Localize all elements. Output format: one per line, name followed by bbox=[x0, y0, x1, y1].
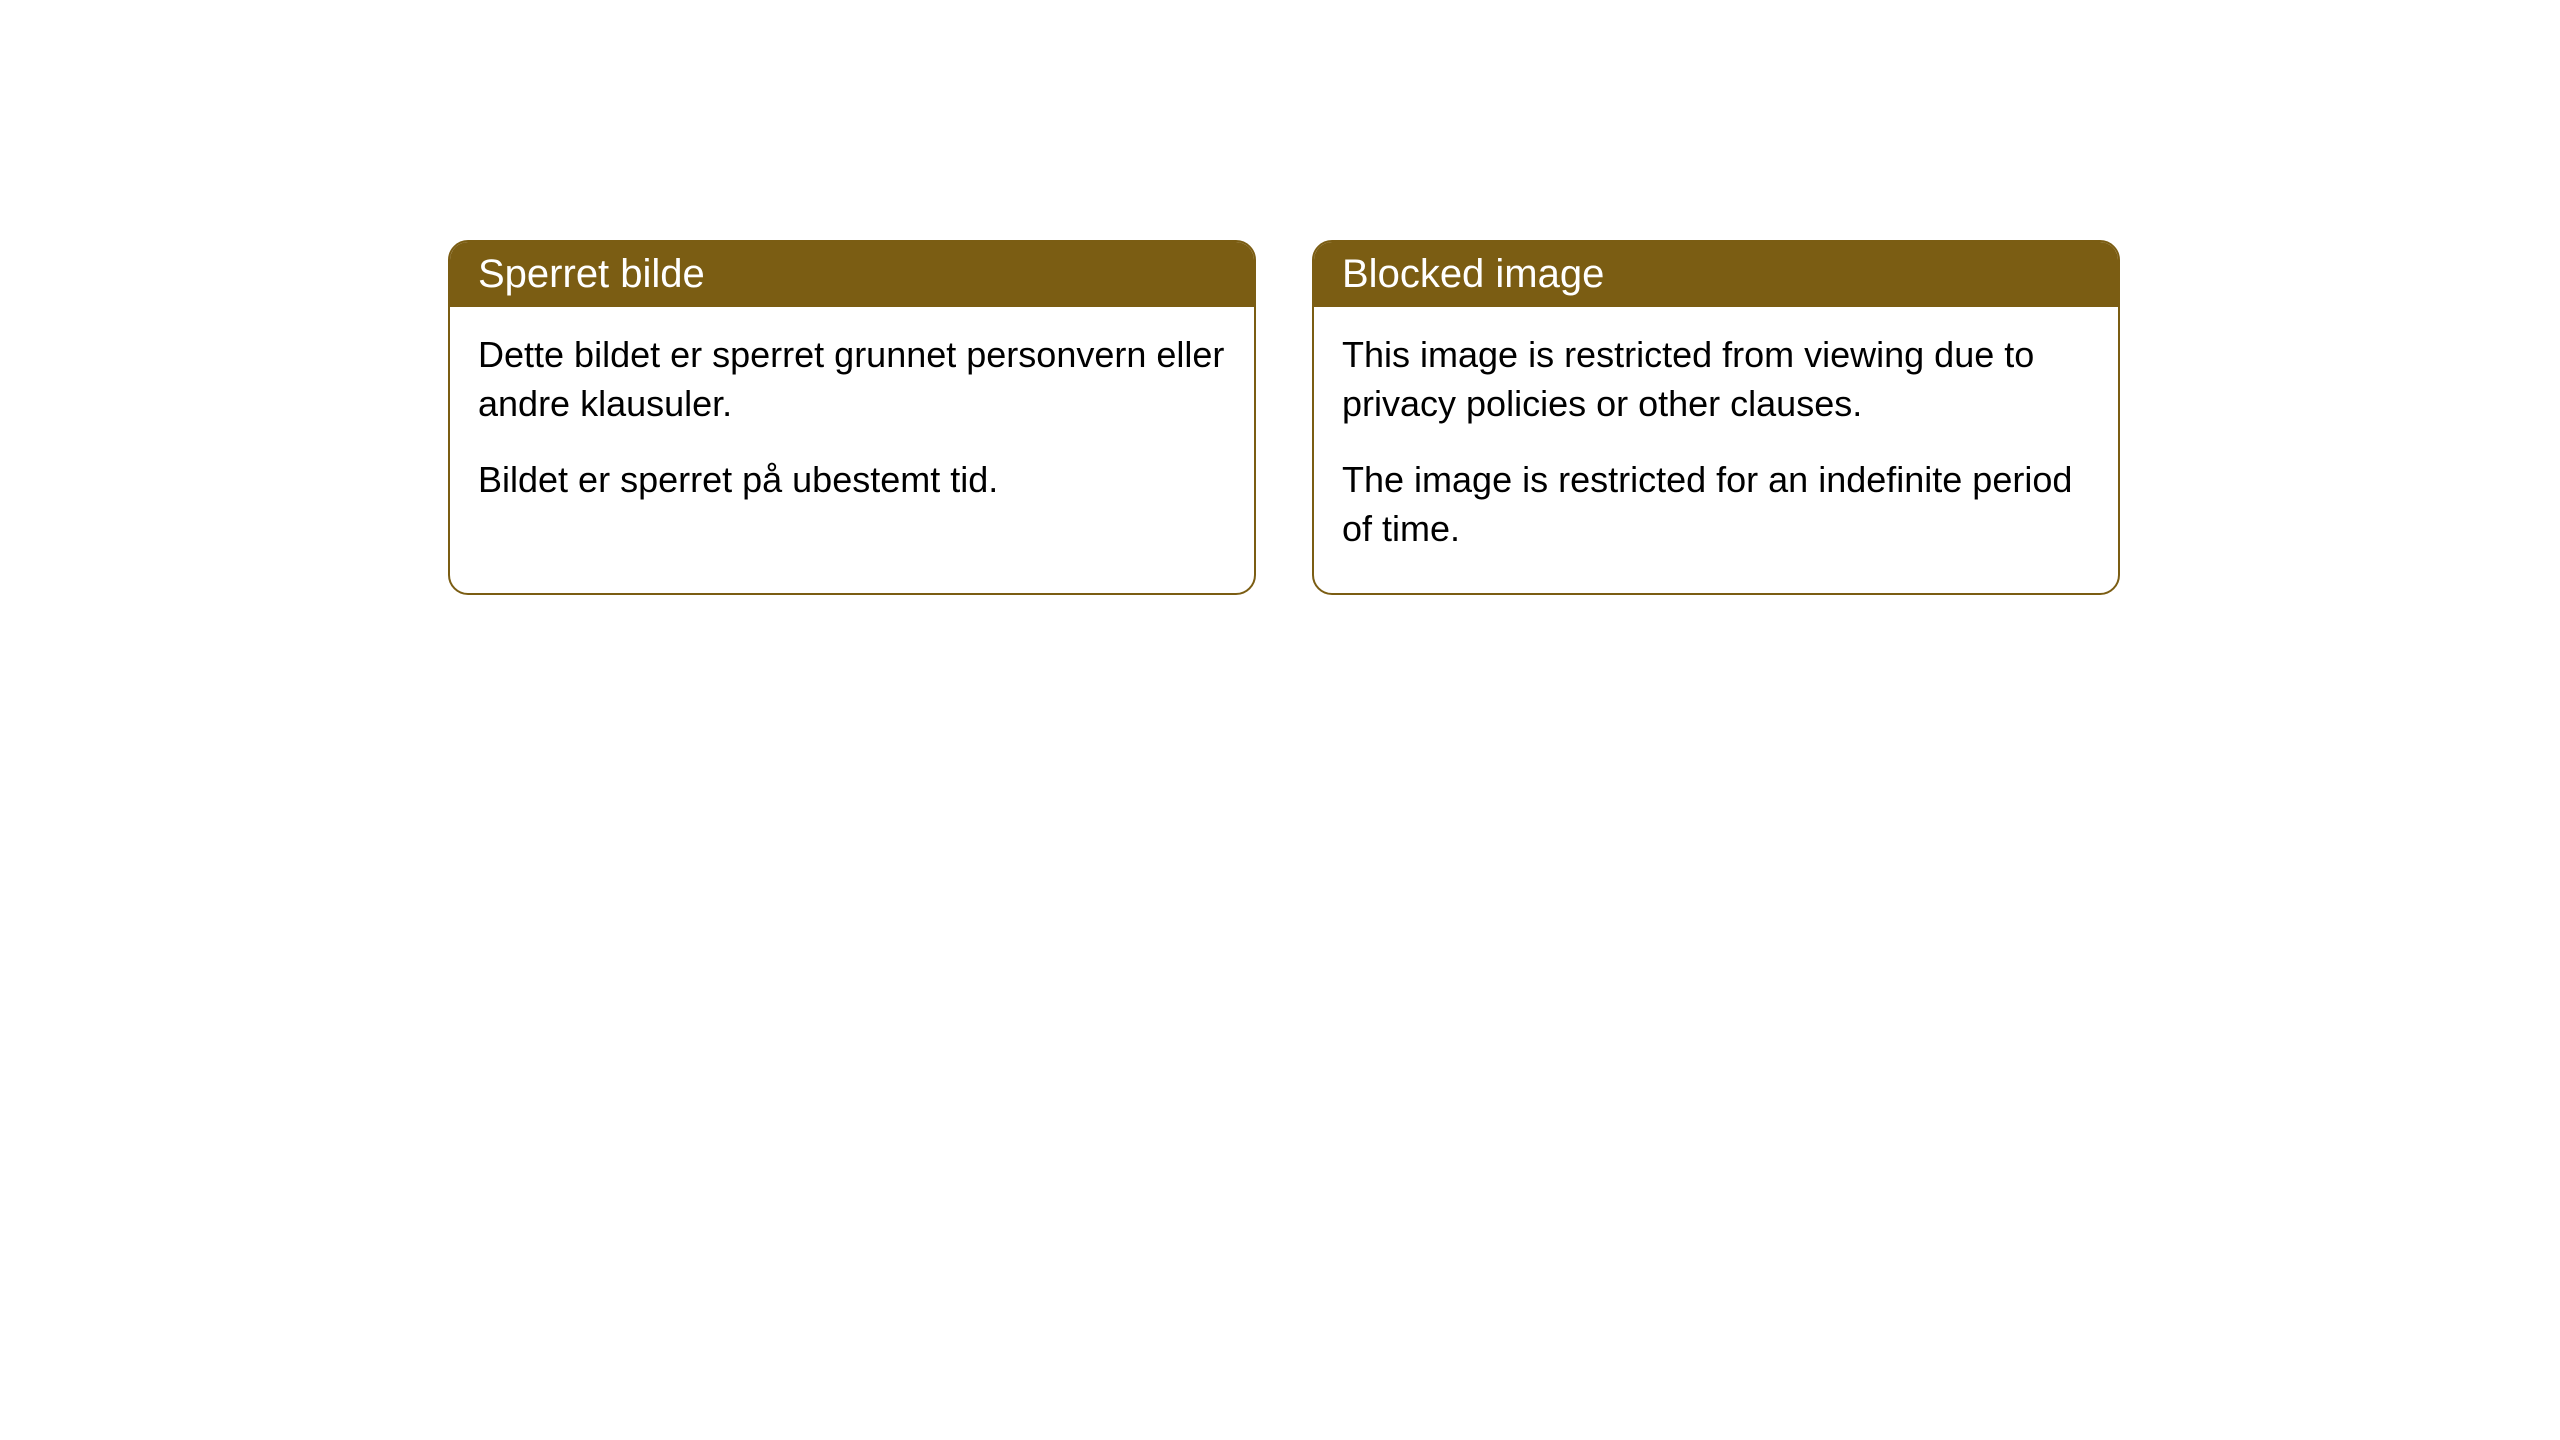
notice-card-paragraph: This image is restricted from viewing du… bbox=[1342, 331, 2090, 428]
notice-card-body: This image is restricted from viewing du… bbox=[1314, 307, 2118, 593]
notice-card-paragraph: The image is restricted for an indefinit… bbox=[1342, 456, 2090, 553]
notice-cards-container: Sperret bilde Dette bildet er sperret gr… bbox=[0, 0, 2560, 595]
notice-card-paragraph: Dette bildet er sperret grunnet personve… bbox=[478, 331, 1226, 428]
notice-card-paragraph: Bildet er sperret på ubestemt tid. bbox=[478, 456, 1226, 505]
notice-card-norwegian: Sperret bilde Dette bildet er sperret gr… bbox=[448, 240, 1256, 595]
notice-card-body: Dette bildet er sperret grunnet personve… bbox=[450, 307, 1254, 545]
notice-card-title: Blocked image bbox=[1314, 242, 2118, 307]
notice-card-english: Blocked image This image is restricted f… bbox=[1312, 240, 2120, 595]
notice-card-title: Sperret bilde bbox=[450, 242, 1254, 307]
